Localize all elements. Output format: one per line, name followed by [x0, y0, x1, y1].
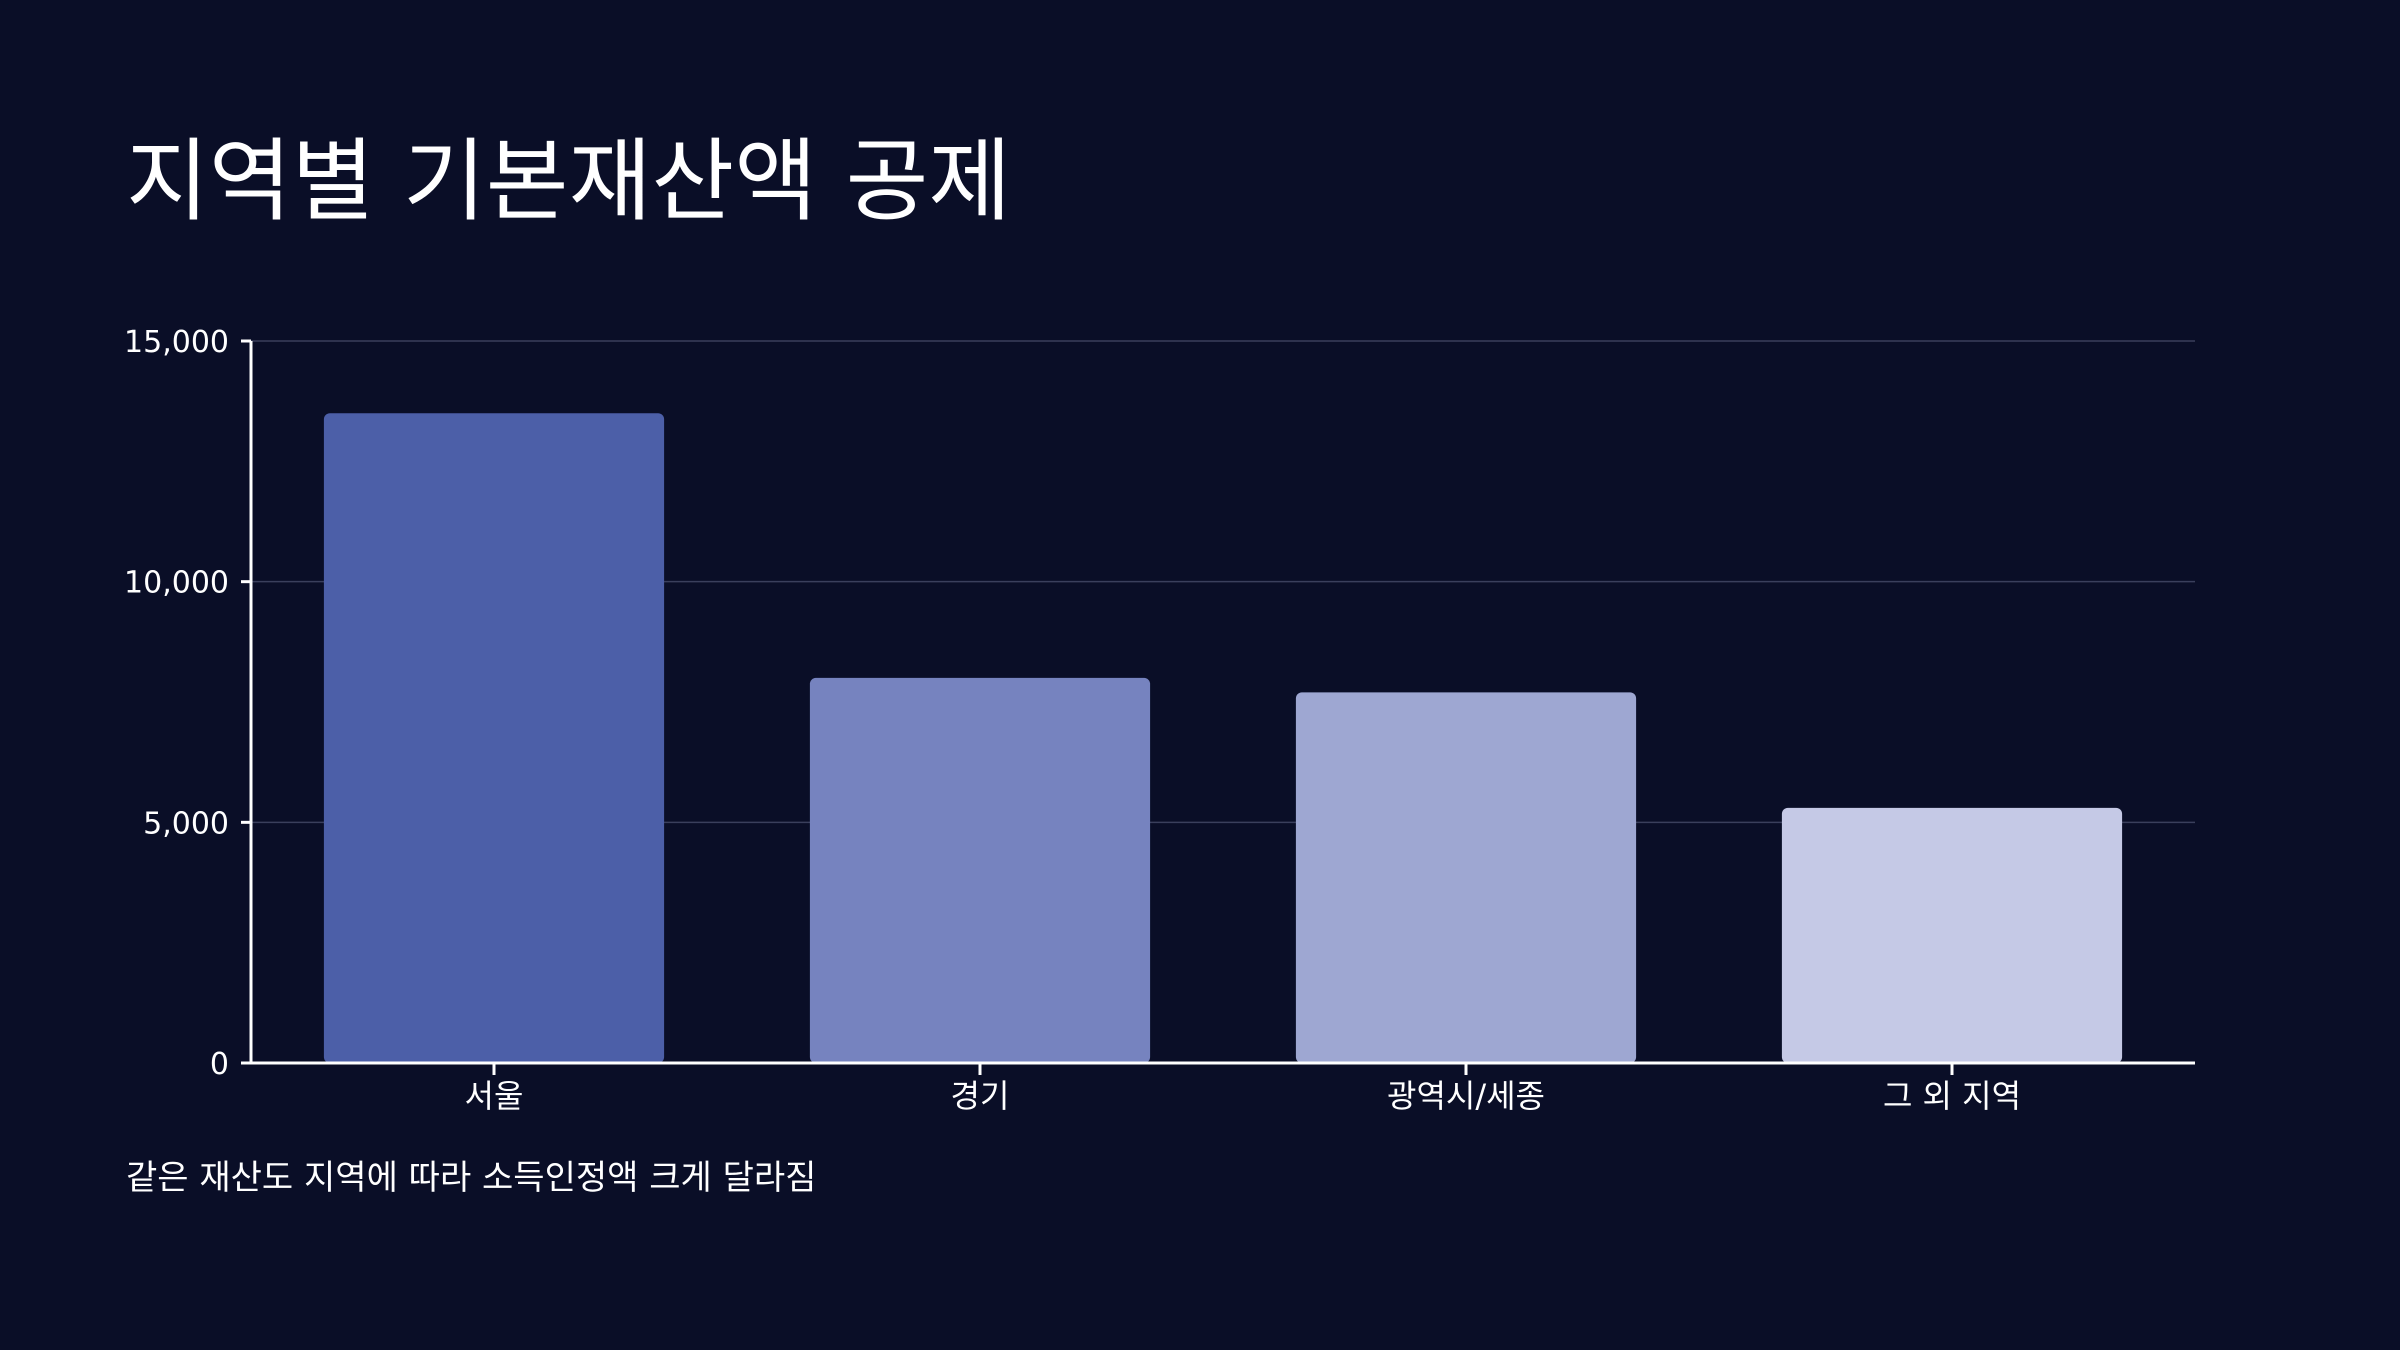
bar [323, 413, 665, 1063]
y-tick-label: 0 [210, 1047, 229, 1082]
bar [1295, 692, 1637, 1063]
x-tick-label: 광역시/세종 [1387, 1077, 1545, 1115]
x-tick-label: 서울 [465, 1077, 524, 1115]
bar [1781, 807, 2123, 1063]
bar [809, 677, 1151, 1063]
bars [323, 413, 2123, 1063]
axes [241, 339, 2195, 1075]
slide-title: 지역별 기본재산액 공제 [126, 129, 1012, 234]
y-tick-label: 15,000 [124, 325, 229, 360]
x-tick-label: 그 외 지역 [1883, 1077, 2021, 1115]
x-tick-label: 경기 [951, 1077, 1010, 1115]
y-tick-label: 5,000 [143, 806, 229, 841]
y-tick-label: 10,000 [124, 566, 229, 601]
slide-caption: 같은 재산도 지역에 따라 소득인정액 크게 달라짐 [126, 1158, 817, 1198]
tick-labels: 0 5,000 10,000 15,000 서울 경기 광역시/세종 그 외 지역 [124, 325, 2021, 1115]
